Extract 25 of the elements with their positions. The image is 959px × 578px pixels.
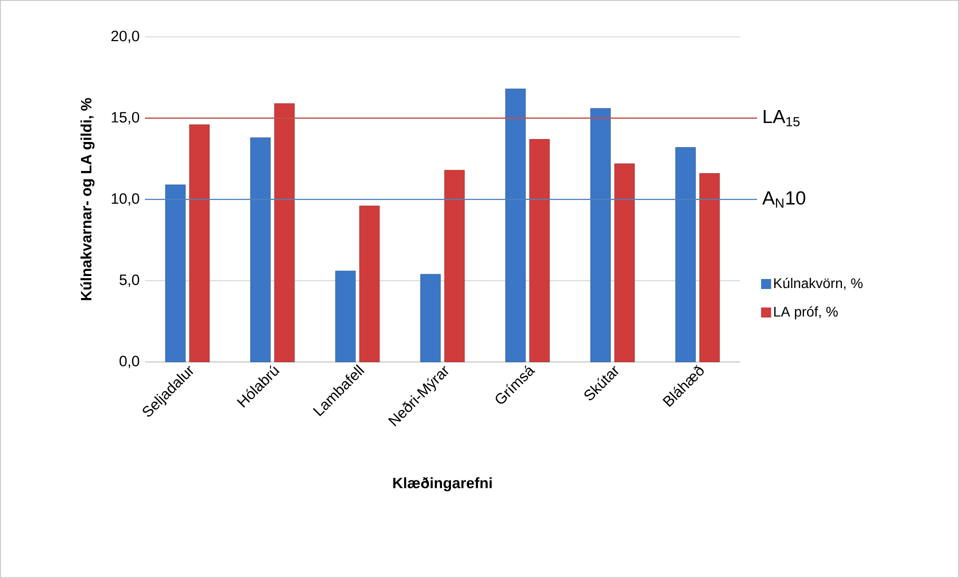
bar (675, 147, 696, 362)
ref-line-label: LA$_{15}$ (764, 110, 800, 126)
y-tick-label: 0,0 (120, 356, 140, 368)
bar (165, 184, 186, 362)
y-tick-label: 10,0 (112, 193, 140, 206)
bar (189, 124, 210, 362)
y-tick-label: 5,0 (120, 274, 140, 287)
bar (614, 164, 635, 362)
bar (274, 103, 295, 362)
y-tick-label: 20,0 (111, 30, 140, 44)
bar (590, 108, 611, 362)
legend-label: LA próf, % (774, 306, 838, 320)
bar (505, 88, 526, 362)
ref-line-label: A$_{N}$10 (762, 191, 806, 208)
bar (529, 139, 550, 362)
y-tick-label: 15,0 (112, 112, 140, 124)
y-axis-title: Kúlnakvarnar- og LA gildi, % (80, 98, 95, 300)
bar (359, 206, 380, 362)
bar (250, 138, 271, 362)
bar (699, 173, 720, 362)
bar (420, 274, 441, 362)
x-axis-title: Klæðingarefni (393, 477, 492, 492)
bar (335, 270, 356, 362)
bar (444, 170, 465, 362)
legend-label: Kúlnakvörn, % (774, 278, 863, 290)
